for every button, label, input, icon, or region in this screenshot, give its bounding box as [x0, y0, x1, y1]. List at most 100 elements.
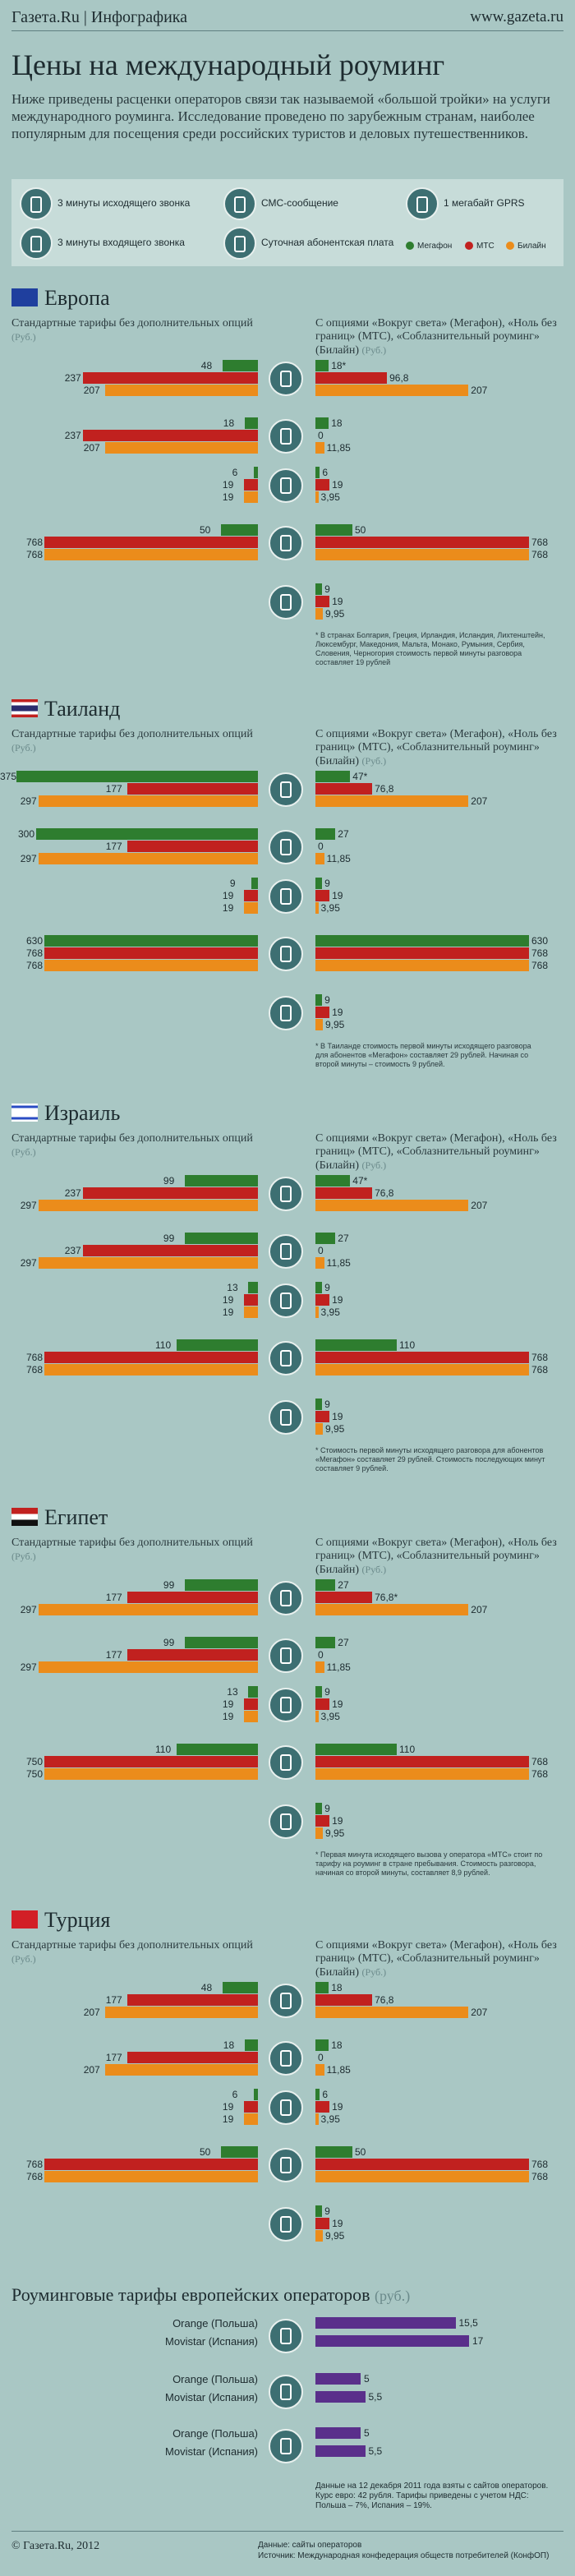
value-label: 237 — [64, 372, 81, 384]
bar-options-Билайн — [315, 853, 324, 864]
right-heading-text: С опциями «Вокруг света» (Мегафон), «Нол… — [315, 1537, 557, 1576]
incoming-call-icon — [269, 830, 303, 864]
bar-options-Билайн — [315, 2064, 324, 2076]
value-label: 18 — [223, 2039, 235, 2051]
bar-options-Билайн — [315, 491, 319, 503]
legend-operator: МТС — [465, 242, 494, 251]
left-heading-text: Стандартные тарифы без дополнительных оп… — [12, 1537, 253, 1549]
left-heading: Стандартные тарифы без дополнительных оп… — [12, 1939, 258, 1966]
value-label: 27 — [338, 1233, 349, 1244]
operator-label: Orange (Польша) — [172, 2317, 258, 2329]
unit-label: (Руб.) — [12, 742, 36, 753]
legend-operator: Мегафон — [406, 242, 452, 251]
value-label: 297 — [20, 1661, 37, 1673]
bar-standard-МТС — [126, 783, 258, 795]
value-label: 50 — [355, 524, 366, 536]
value-label: 19 — [332, 1815, 343, 1827]
value-label: 47* — [352, 1175, 368, 1187]
left-heading: Стандартные тарифы без дополнительных оп… — [12, 317, 258, 344]
bar-options-Мегафон — [315, 1803, 323, 1814]
value-label: 177 — [105, 783, 122, 795]
right-heading: С опциями «Вокруг света» (Мегафон), «Нол… — [315, 1132, 562, 1173]
left-heading: Стандартные тарифы без дополнительных оп… — [12, 1537, 258, 1564]
bar-standard-МТС — [243, 1698, 258, 1710]
value-label: 9 — [324, 878, 330, 889]
value-label: 6 — [322, 467, 329, 478]
bar-options-Мегафон — [315, 524, 352, 536]
value-label: 19 — [332, 1294, 343, 1306]
value-label: 11,85 — [326, 442, 351, 454]
outgoing-call-icon — [269, 362, 303, 396]
value-label: 768 — [531, 549, 549, 560]
site-url[interactable]: www.gazeta.ru — [470, 8, 564, 25]
value-label: 207 — [471, 795, 488, 807]
value-label: 6 — [232, 467, 238, 478]
value-label: 19 — [332, 1698, 343, 1710]
bar-standard-МТС — [82, 1245, 258, 1256]
site-logo[interactable]: Газета.Ru | Инфографика — [12, 8, 188, 26]
value-label: 9 — [324, 583, 330, 595]
bar-standard-МТС — [126, 1649, 258, 1661]
legend-label: Суточная абонентская плата — [261, 237, 394, 248]
bar-standard-МТС — [82, 1187, 258, 1199]
bar-options-Мегафон — [315, 878, 323, 889]
value-label: 99 — [163, 1637, 175, 1648]
value-label: 50 — [355, 2146, 366, 2158]
value-label: 3,95 — [320, 1711, 340, 1722]
gprs-icon — [269, 526, 303, 560]
value-label: 110 — [399, 1744, 416, 1755]
bar-options-МТС — [315, 2101, 330, 2113]
outgoing-call-icon — [269, 1984, 303, 2018]
footnote: * Стоимость первой минуты исходящего раз… — [315, 1446, 545, 1472]
country-name: Израиль — [44, 1101, 121, 1125]
value-label: 3,95 — [320, 902, 340, 914]
value-label: 630 — [26, 935, 44, 947]
legend-panel: 3 минуты исходящего звонка 3 минуты вход… — [12, 179, 564, 266]
bar-options-Мегафон — [315, 467, 320, 478]
bar-standard-Мегафон — [221, 524, 258, 536]
bar-standard-Мегафон — [222, 360, 258, 371]
value-label: 0 — [318, 2052, 324, 2063]
bar-options-Билайн — [315, 385, 469, 396]
value-label: 207 — [83, 442, 100, 454]
bar-standard-Мегафон — [222, 1982, 258, 1993]
value-label: 9 — [324, 2205, 330, 2217]
section-title: Европа — [12, 286, 110, 311]
legend-label: 3 минуты исходящего звонка — [58, 197, 191, 209]
value-label: 768 — [26, 2159, 44, 2170]
bar-standard-Мегафон — [244, 417, 258, 429]
value-label: 768 — [26, 1364, 44, 1376]
value-label: 27 — [338, 1579, 349, 1591]
value-label: 17 — [472, 2335, 484, 2347]
bar-options-МТС — [315, 947, 529, 959]
right-heading-text: С опциями «Вокруг света» (Мегафон), «Нол… — [315, 728, 557, 767]
flag-icon — [12, 1508, 38, 1527]
bar-options-Билайн — [315, 1661, 324, 1673]
bar-standard-Билайн — [243, 1711, 258, 1722]
value-label: 99 — [163, 1233, 175, 1244]
eu-bar — [315, 2373, 361, 2385]
bar-options-Билайн — [315, 1768, 529, 1780]
bar-options-Билайн — [315, 1364, 529, 1376]
bar-standard-МТС — [126, 1994, 258, 2006]
value-label: 13 — [227, 1686, 238, 1698]
daily-fee-icon — [269, 585, 303, 620]
value-label: 768 — [26, 537, 44, 548]
bar-options-Билайн — [315, 902, 319, 914]
bar-options-МТС — [315, 783, 373, 795]
value-label: 110 — [155, 1744, 172, 1755]
bar-options-Билайн — [315, 2171, 529, 2182]
daily-fee-icon — [269, 2207, 303, 2242]
flag-icon — [12, 1104, 38, 1122]
daily-fee-icon — [269, 1400, 303, 1435]
value-label: 207 — [471, 1200, 488, 1211]
bar-options-Мегафон — [315, 583, 323, 595]
right-heading: С опциями «Вокруг света» (Мегафон), «Нол… — [315, 1537, 562, 1577]
operator-label: Movistar (Испания) — [165, 2391, 258, 2403]
bar-options-МТС — [315, 1815, 330, 1827]
bar-standard-Мегафон — [184, 1175, 258, 1187]
bar-standard-Билайн — [38, 1200, 258, 1211]
sms-icon — [269, 1283, 303, 1318]
bar-options-Мегафон — [315, 1686, 323, 1698]
value-label: 297 — [20, 1257, 37, 1269]
